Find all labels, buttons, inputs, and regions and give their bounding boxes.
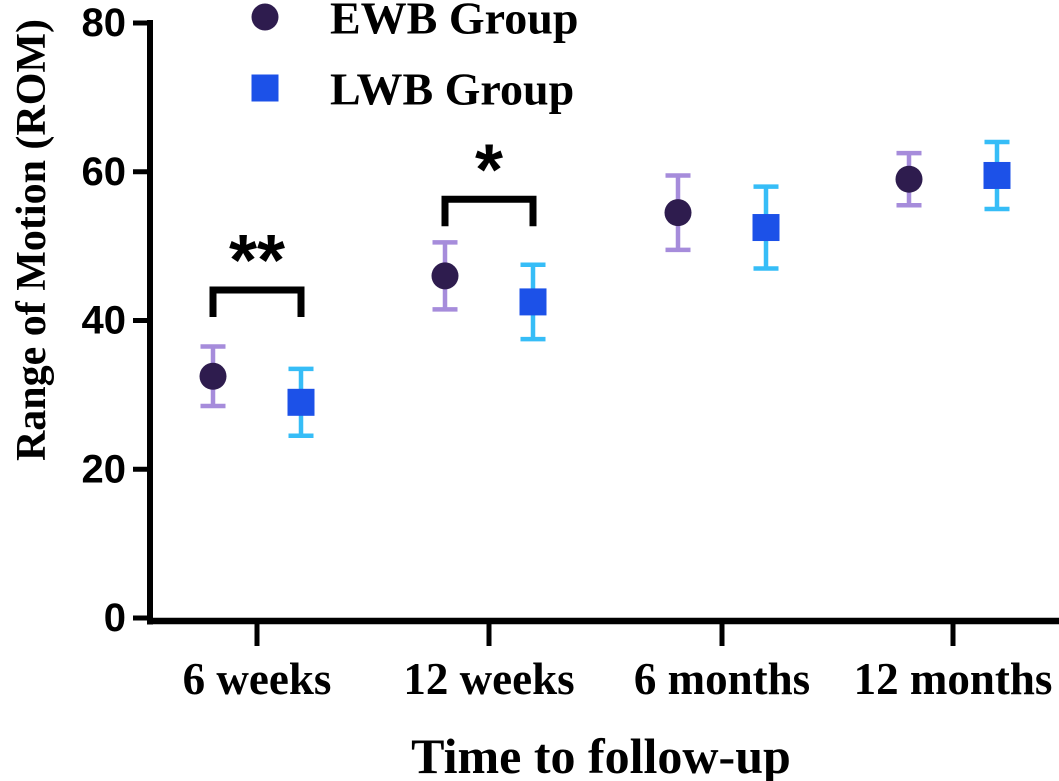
sig-star: ** [229,221,285,301]
sig-star: * [475,130,503,210]
sig-bracket [209,286,305,318]
x-tick-label: 12 weeks [403,654,574,704]
y-tick-label: 0 [104,596,126,640]
data-point-lwb-group [519,288,547,316]
legend-marker-ewb-group [251,3,279,31]
x-axis-title: Time to follow-up [411,728,791,781]
legend-label-lwb-group: LWB Group [330,64,574,115]
data-point-lwb-group [287,388,315,416]
y-axis-title: Range of Motion (ROM) [9,19,55,461]
data-point-lwb-group [983,161,1011,189]
x-tick-label: 6 months [634,654,810,704]
data-point-lwb-group [752,214,780,242]
data-point-ewb-group [664,199,692,227]
x-tick-label: 12 months [854,654,1053,704]
y-tick-label: 80 [82,1,127,45]
data-point-ewb-group [431,262,459,290]
sig-bracket [441,195,537,227]
legend-label-ewb-group: EWB Group [330,0,578,44]
data-point-ewb-group [199,362,227,390]
y-tick-label: 40 [82,299,127,343]
data-point-ewb-group [895,165,923,193]
y-tick-label: 20 [82,447,127,491]
legend-marker-lwb-group [251,74,279,102]
x-tick-label: 6 weeks [183,654,332,704]
y-tick-label: 60 [82,150,127,194]
